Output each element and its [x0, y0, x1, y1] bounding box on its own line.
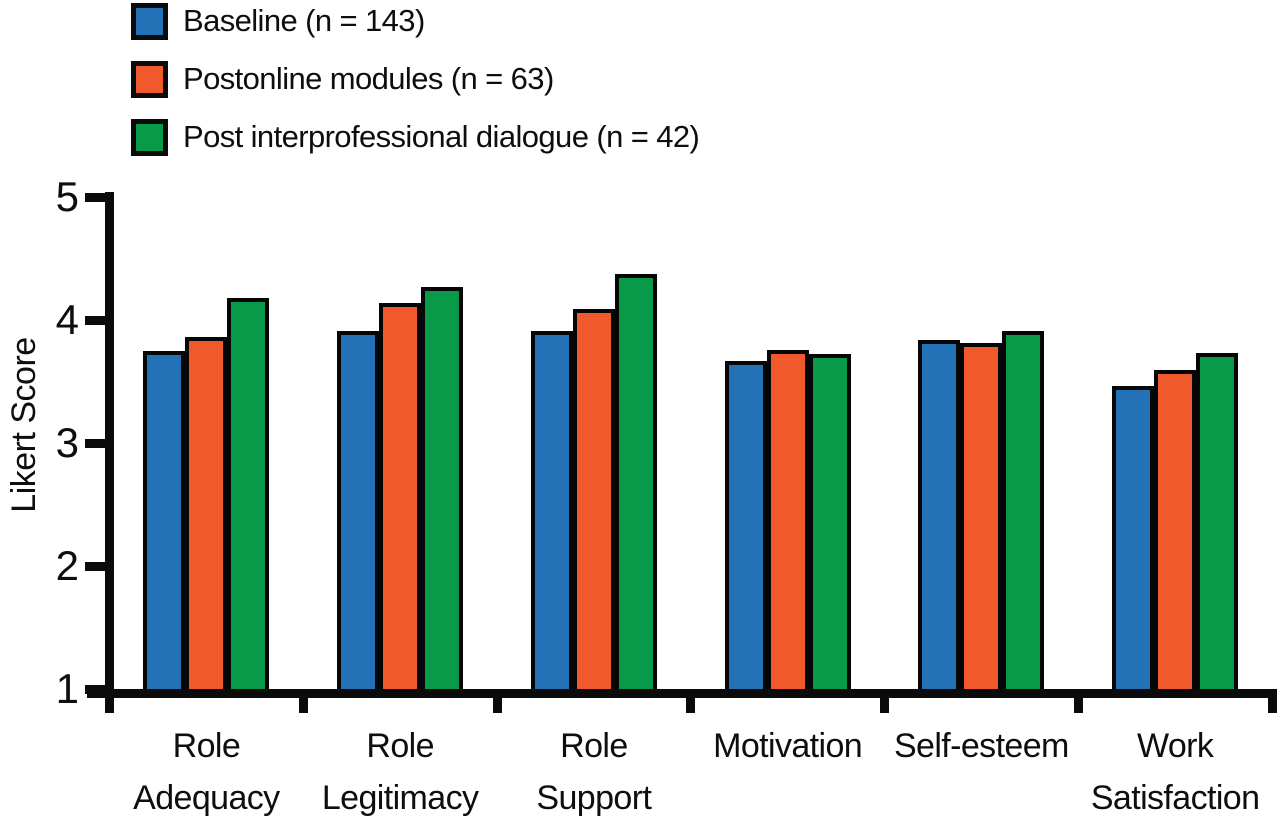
bar-work-satisfaction-baseline: [1112, 386, 1155, 694]
xtick-mark-1: [298, 689, 308, 713]
category-label-line: Role: [172, 727, 241, 765]
category-label-line: Adequacy: [133, 779, 280, 816]
x-axis-line: [87, 689, 1272, 698]
category-label-line: Motivation: [713, 727, 863, 765]
xtick-mark-2: [492, 689, 502, 713]
bar-role-adequacy-post-interprofessional-dialogue: [227, 297, 270, 694]
category-label-line: Role: [366, 727, 434, 765]
bar-role-adequacy-baseline: [143, 350, 186, 694]
category-label-role-adequacy: Role Adequacy: [91, 720, 321, 816]
category-label-line: Support: [536, 779, 652, 816]
bar-work-satisfaction-post-interprofessional-dialogue: [1196, 353, 1239, 694]
ytick-mark-3: [85, 438, 114, 448]
xtick-mark-0: [105, 689, 114, 713]
category-label-role-support: Role Support: [479, 720, 709, 816]
legend-swatch-baseline: [131, 2, 168, 40]
legend-item-postonline-modules: Postonline modules (n = 63): [131, 60, 554, 98]
bar-motivation-postonline-modules: [766, 349, 809, 694]
category-label-self-esteem: Self-esteem: [866, 720, 1096, 772]
category-label-work-satisfaction: Work Satisfaction: [1060, 720, 1280, 816]
bar-role-legitimacy-baseline: [337, 331, 380, 694]
xtick-mark-3: [686, 689, 696, 713]
xtick-mark-6: [1267, 689, 1277, 713]
legend-swatch-postonline-modules: [131, 60, 168, 98]
ytick-label-1: 1: [55, 665, 79, 712]
legend-item-baseline: Baseline (n = 143): [131, 2, 425, 40]
ytick-label-5: 5: [55, 173, 79, 220]
xtick-mark-4: [880, 689, 889, 713]
category-label-motivation: Motivation: [673, 720, 903, 772]
ytick-label-2: 2: [55, 542, 79, 589]
bar-motivation-post-interprofessional-dialogue: [808, 354, 851, 694]
bar-role-adequacy-postonline-modules: [185, 337, 228, 694]
bar-work-satisfaction-postonline-modules: [1154, 370, 1197, 694]
category-label-line: Self-esteem: [893, 727, 1069, 765]
bar-self-esteem-postonline-modules: [960, 343, 1003, 694]
category-label-line: Satisfaction: [1090, 779, 1260, 816]
legend-label-postonline-modules: Postonline modules (n = 63): [183, 61, 554, 96]
ytick-label-4: 4: [55, 296, 79, 343]
xtick-mark-5: [1073, 689, 1083, 713]
legend-item-post-interprofessional-dialogue: Post interprofessional dialogue (n = 42): [131, 118, 700, 156]
ytick-mark-5: [85, 192, 114, 202]
ytick-mark-2: [85, 561, 114, 571]
legend-label-baseline: Baseline (n = 143): [183, 3, 425, 38]
ytick-mark-4: [85, 315, 114, 325]
bar-role-support-post-interprofessional-dialogue: [614, 274, 657, 694]
bar-role-legitimacy-postonline-modules: [379, 302, 422, 694]
bar-motivation-baseline: [724, 360, 767, 694]
category-label-line: Work: [1136, 727, 1214, 765]
bar-role-support-postonline-modules: [572, 308, 615, 694]
y-axis-line: [105, 192, 114, 712]
bar-role-support-baseline: [530, 331, 573, 694]
category-label-line: Role: [560, 727, 628, 765]
legend-label-post-interprofessional-dialogue: Post interprofessional dialogue (n = 42): [183, 119, 700, 154]
legend-swatch-post-interprofessional-dialogue: [131, 118, 168, 156]
bar-self-esteem-baseline: [918, 339, 961, 694]
bar-role-legitimacy-post-interprofessional-dialogue: [421, 286, 464, 694]
ytick-label-3: 3: [55, 419, 79, 466]
category-label-role-legitimacy: Role Legitimacy: [285, 720, 515, 816]
bar-self-esteem-post-interprofessional-dialogue: [1002, 331, 1045, 694]
category-label-line: Legitimacy: [321, 779, 479, 816]
